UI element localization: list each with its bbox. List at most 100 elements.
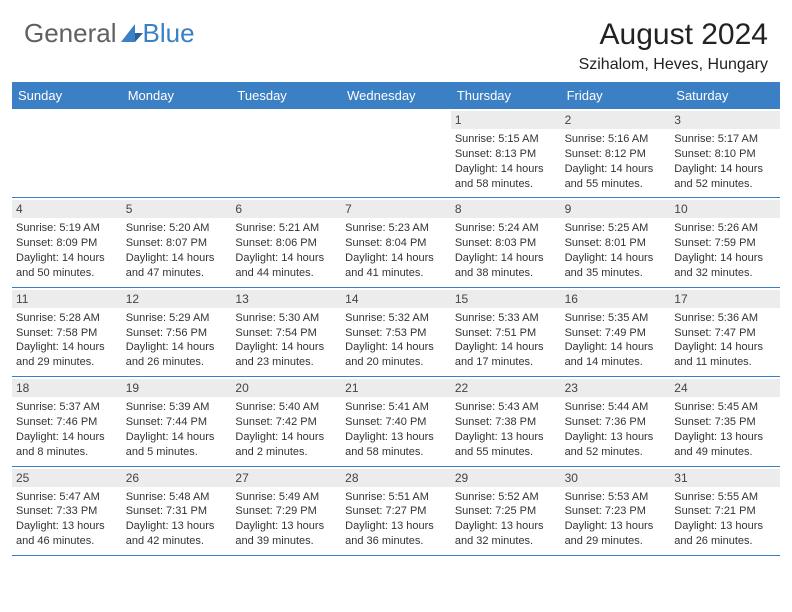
daylight-text: Daylight: 14 hours and 14 minutes. [565,340,667,370]
sunrise-text: Sunrise: 5:48 AM [126,490,228,505]
sunrise-text: Sunrise: 5:44 AM [565,400,667,415]
sunset-text: Sunset: 8:03 PM [455,236,557,251]
logo: General Blue [24,18,195,49]
sunrise-text: Sunrise: 5:16 AM [565,132,667,147]
sunrise-text: Sunrise: 5:36 AM [674,311,776,326]
day-number: 5 [122,200,232,218]
daylight-text: Daylight: 14 hours and 58 minutes. [455,162,557,192]
day-number: 4 [12,200,122,218]
sunrise-text: Sunrise: 5:28 AM [16,311,118,326]
sunrise-text: Sunrise: 5:51 AM [345,490,447,505]
day-number: 18 [12,379,122,397]
daylight-text: Daylight: 14 hours and 41 minutes. [345,251,447,281]
day-number: 28 [341,469,451,487]
day-number: 2 [561,111,671,129]
sunset-text: Sunset: 8:04 PM [345,236,447,251]
calendar-week-row: 25Sunrise: 5:47 AMSunset: 7:33 PMDayligh… [12,467,780,556]
daylight-text: Daylight: 14 hours and 35 minutes. [565,251,667,281]
calendar: SundayMondayTuesdayWednesdayThursdayFrid… [0,82,792,556]
page-title: August 2024 [579,18,768,52]
sunrise-text: Sunrise: 5:35 AM [565,311,667,326]
day-number: 13 [231,290,341,308]
calendar-day-cell: 1Sunrise: 5:15 AMSunset: 8:13 PMDaylight… [451,109,561,197]
calendar-day-cell: 5Sunrise: 5:20 AMSunset: 8:07 PMDaylight… [122,198,232,286]
sunrise-text: Sunrise: 5:33 AM [455,311,557,326]
page-header: General Blue August 2024 Szihalom, Heves… [0,0,792,82]
calendar-day-cell: 25Sunrise: 5:47 AMSunset: 7:33 PMDayligh… [12,467,122,555]
sunset-text: Sunset: 7:21 PM [674,504,776,519]
calendar-day-cell: 20Sunrise: 5:40 AMSunset: 7:42 PMDayligh… [231,377,341,465]
weekday-header-cell: Tuesday [231,82,341,109]
daylight-text: Daylight: 14 hours and 23 minutes. [235,340,337,370]
calendar-day-cell: 28Sunrise: 5:51 AMSunset: 7:27 PMDayligh… [341,467,451,555]
sunset-text: Sunset: 7:59 PM [674,236,776,251]
weekday-header-row: SundayMondayTuesdayWednesdayThursdayFrid… [12,82,780,109]
calendar-day-cell: 4 Sunrise: 5:19 AMSunset: 8:09 PMDaylight… [12,198,122,286]
daylight-text: Daylight: 14 hours and 38 minutes. [455,251,557,281]
day-number: 10 [670,200,780,218]
sunset-text: Sunset: 7:38 PM [455,415,557,430]
calendar-day-cell: 19Sunrise: 5:39 AMSunset: 7:44 PMDayligh… [122,377,232,465]
calendar-body: 1Sunrise: 5:15 AMSunset: 8:13 PMDaylight… [12,109,780,556]
sunrise-text: Sunrise: 5:15 AM [455,132,557,147]
day-number: 20 [231,379,341,397]
sunrise-text: Sunrise: 5:39 AM [126,400,228,415]
sunset-text: Sunset: 7:51 PM [455,326,557,341]
day-number: 27 [231,469,341,487]
daylight-text: Daylight: 14 hours and 50 minutes. [16,251,118,281]
sunset-text: Sunset: 7:36 PM [565,415,667,430]
sunrise-text: Sunrise: 5:19 AM [16,221,118,236]
logo-text-1: General [24,18,117,49]
calendar-empty-cell [341,109,451,197]
day-number: 19 [122,379,232,397]
sunset-text: Sunset: 7:35 PM [674,415,776,430]
location-text: Szihalom, Heves, Hungary [579,56,768,74]
daylight-text: Daylight: 13 hours and 26 minutes. [674,519,776,549]
sunset-text: Sunset: 7:42 PM [235,415,337,430]
day-number: 12 [122,290,232,308]
daylight-text: Daylight: 14 hours and 17 minutes. [455,340,557,370]
daylight-text: Daylight: 13 hours and 52 minutes. [565,430,667,460]
daylight-text: Daylight: 14 hours and 2 minutes. [235,430,337,460]
sunrise-text: Sunrise: 5:29 AM [126,311,228,326]
calendar-day-cell: 23Sunrise: 5:44 AMSunset: 7:36 PMDayligh… [561,377,671,465]
sunrise-text: Sunrise: 5:30 AM [235,311,337,326]
day-number: 22 [451,379,561,397]
calendar-day-cell: 2Sunrise: 5:16 AMSunset: 8:12 PMDaylight… [561,109,671,197]
daylight-text: Daylight: 13 hours and 42 minutes. [126,519,228,549]
calendar-day-cell: 22Sunrise: 5:43 AMSunset: 7:38 PMDayligh… [451,377,561,465]
calendar-day-cell: 21Sunrise: 5:41 AMSunset: 7:40 PMDayligh… [341,377,451,465]
calendar-day-cell: 8Sunrise: 5:24 AMSunset: 8:03 PMDaylight… [451,198,561,286]
calendar-day-cell: 14Sunrise: 5:32 AMSunset: 7:53 PMDayligh… [341,288,451,376]
day-number: 16 [561,290,671,308]
calendar-day-cell: 29Sunrise: 5:52 AMSunset: 7:25 PMDayligh… [451,467,561,555]
calendar-day-cell: 13 Sunrise: 5:30 AMSunset: 7:54 PMDayligh… [231,288,341,376]
daylight-text: Daylight: 13 hours and 49 minutes. [674,430,776,460]
sunrise-text: Sunrise: 5:32 AM [345,311,447,326]
calendar-week-row: 11Sunrise: 5:28 AMSunset: 7:58 PMDayligh… [12,288,780,377]
sunset-text: Sunset: 8:13 PM [455,147,557,162]
sunset-text: Sunset: 8:09 PM [16,236,118,251]
day-number: 17 [670,290,780,308]
sunset-text: Sunset: 7:54 PM [235,326,337,341]
weekday-header-cell: Thursday [451,82,561,109]
calendar-day-cell: 31 Sunrise: 5:55 AMSunset: 7:21 PMDayligh… [670,467,780,555]
sunrise-text: Sunrise: 5:49 AM [235,490,337,505]
sunrise-text: Sunrise: 5:55 AM [674,490,776,505]
sunset-text: Sunset: 7:56 PM [126,326,228,341]
day-number: 24 [670,379,780,397]
sunrise-text: Sunrise: 5:43 AM [455,400,557,415]
day-number: 31 [670,469,780,487]
daylight-text: Daylight: 14 hours and 26 minutes. [126,340,228,370]
weekday-header-cell: Friday [561,82,671,109]
sunset-text: Sunset: 8:01 PM [565,236,667,251]
day-number: 26 [122,469,232,487]
daylight-text: Daylight: 14 hours and 29 minutes. [16,340,118,370]
calendar-day-cell: 26Sunrise: 5:48 AMSunset: 7:31 PMDayligh… [122,467,232,555]
day-number: 11 [12,290,122,308]
logo-triangle-icon [121,18,143,49]
sunset-text: Sunset: 7:53 PM [345,326,447,341]
day-number: 9 [561,200,671,218]
calendar-empty-cell [12,109,122,197]
calendar-day-cell: 16Sunrise: 5:35 AMSunset: 7:49 PMDayligh… [561,288,671,376]
